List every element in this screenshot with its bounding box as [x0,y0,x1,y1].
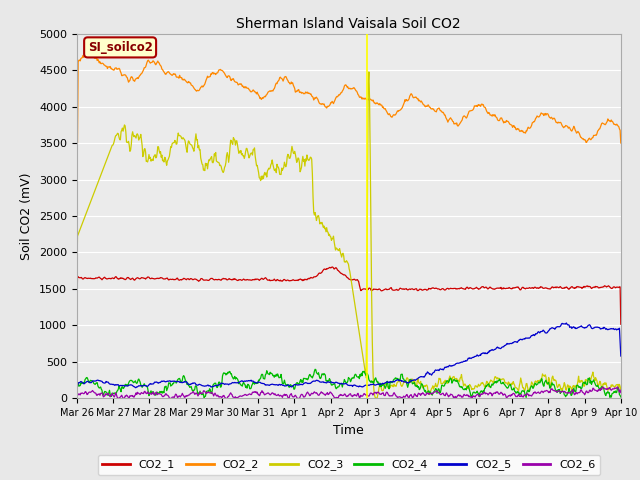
CO2_1 [486,284,494,290]
CO2_1 [404,287,412,293]
CO2_5 [563,320,570,326]
CO2_6 [614,384,621,390]
CO2_5 [486,348,493,354]
CO2_4 [617,394,625,400]
CO2_2 [107,66,115,72]
CO2_3 [390,381,398,387]
CO2_3 [404,378,412,384]
CO2_2 [420,102,428,108]
Title: Sherman Island Vaisala Soil CO2: Sherman Island Vaisala Soil CO2 [237,17,461,31]
CO2_6 [486,390,494,396]
CO2_6 [404,394,412,399]
CO2_1 [106,276,114,281]
Y-axis label: Soil CO2 (mV): Soil CO2 (mV) [20,172,33,260]
CO2_4 [487,385,495,391]
Line: CO2_1: CO2_1 [77,267,621,324]
CO2_3 [73,288,81,294]
CO2_4 [106,391,114,397]
CO2_2 [390,112,397,118]
CO2_4 [543,379,550,385]
CO2_6 [106,394,114,400]
Line: CO2_5: CO2_5 [77,323,621,389]
CO2_6 [420,391,428,397]
CO2_4 [404,382,412,388]
CO2_6 [114,396,122,401]
CO2_1 [617,321,625,327]
CO2_5 [419,374,427,380]
CO2_2 [73,140,81,146]
CO2_1 [73,314,81,320]
CO2_3 [617,387,625,393]
CO2_4 [200,395,208,401]
CO2_5 [73,386,81,392]
CO2_2 [486,112,494,118]
CO2_5 [541,330,549,336]
CO2_5 [389,379,397,384]
CO2_1 [328,264,336,270]
Line: CO2_6: CO2_6 [77,387,621,398]
CO2_1 [542,285,550,291]
CO2_1 [420,287,428,292]
CO2_6 [73,394,81,399]
CO2_5 [106,381,114,387]
Text: SI_soilco2: SI_soilco2 [88,41,152,54]
CO2_4 [390,376,398,382]
CO2_4 [421,388,429,394]
Legend: CO2_1, CO2_2, CO2_3, CO2_4, CO2_5, CO2_6: CO2_1, CO2_2, CO2_3, CO2_4, CO2_5, CO2_6 [98,455,600,475]
CO2_6 [390,391,397,396]
Line: CO2_3: CO2_3 [77,72,621,398]
CO2_6 [542,388,550,394]
CO2_3 [421,383,429,388]
CO2_4 [73,387,81,393]
Line: CO2_4: CO2_4 [77,369,621,398]
CO2_5 [403,380,411,385]
CO2_2 [404,98,412,104]
CO2_4 [311,366,319,372]
CO2_2 [83,48,91,54]
CO2_2 [617,140,625,146]
CO2_1 [390,288,397,293]
CO2_3 [487,377,495,383]
CO2_2 [542,112,550,118]
Line: CO2_2: CO2_2 [77,51,621,143]
CO2_5 [617,353,625,359]
CO2_6 [617,390,625,396]
CO2_3 [365,69,372,75]
CO2_3 [543,379,550,385]
X-axis label: Time: Time [333,424,364,437]
CO2_3 [373,396,381,401]
CO2_3 [106,148,114,154]
